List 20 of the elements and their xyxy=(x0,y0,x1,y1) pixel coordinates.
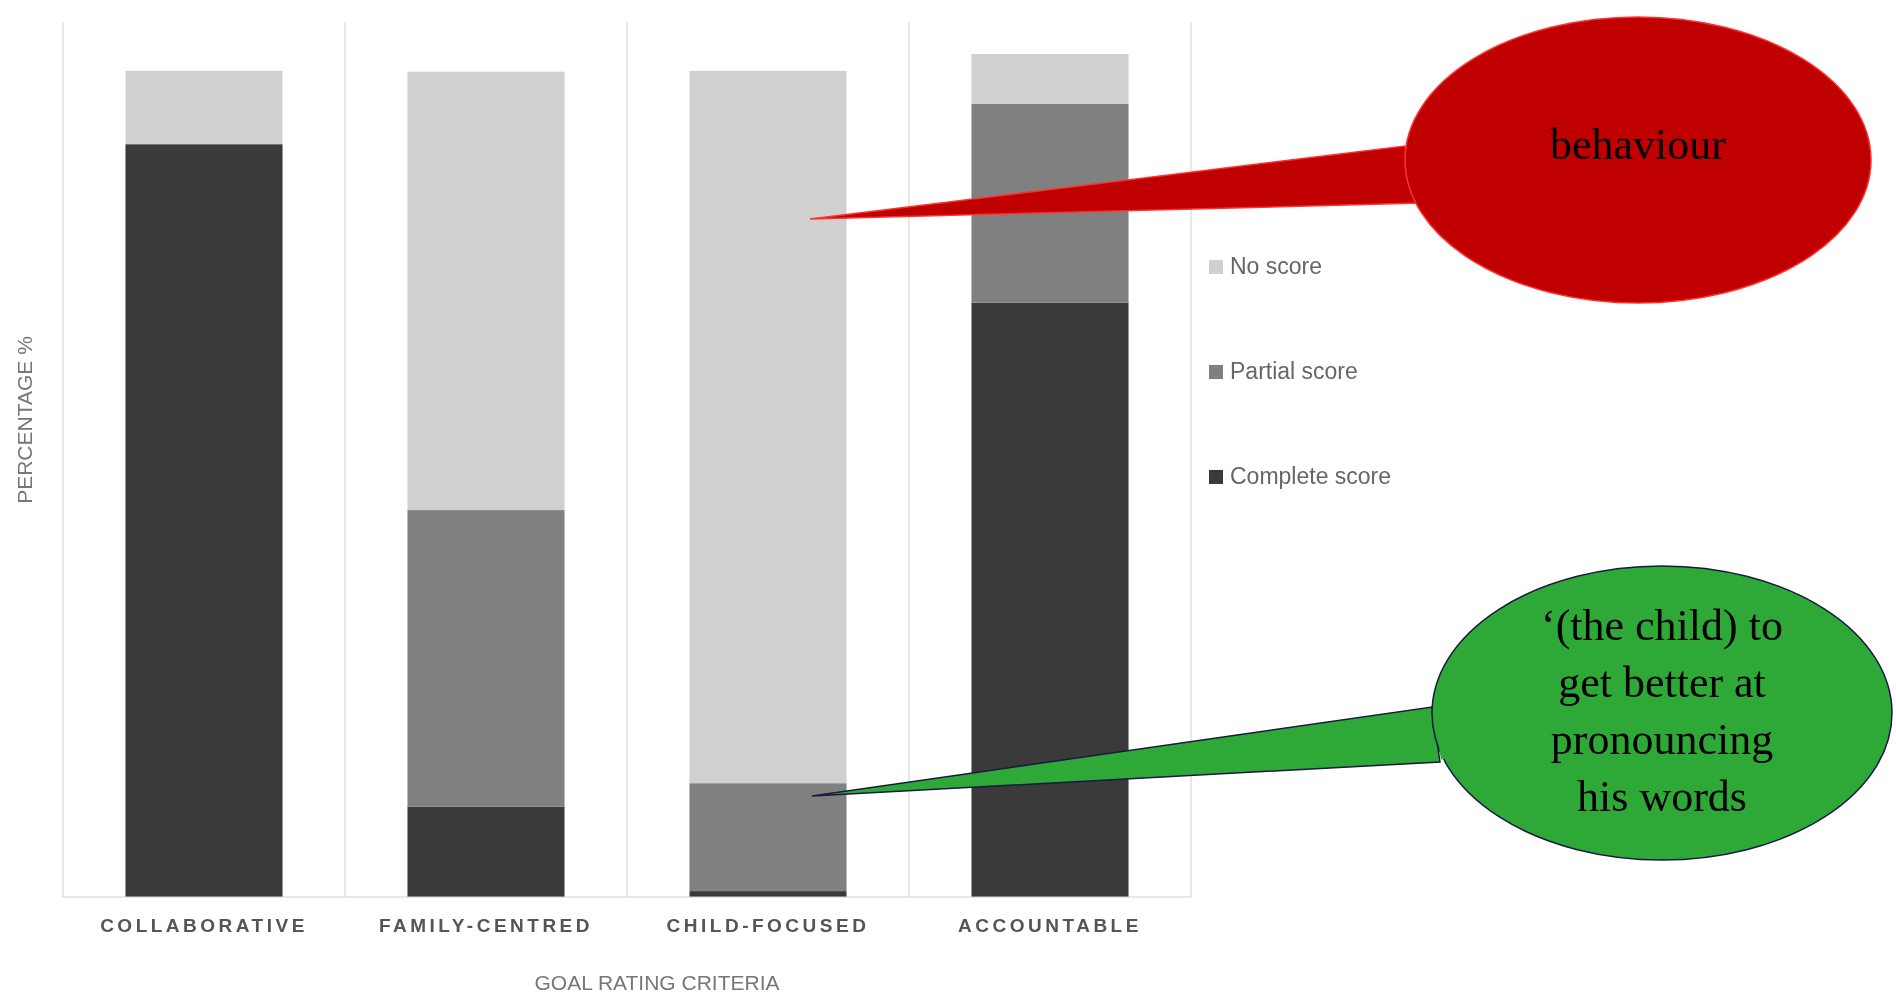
x-tick-label: CHILD-FOCUSED xyxy=(666,915,870,936)
text: behaviour xyxy=(1550,120,1727,169)
bar xyxy=(971,54,1129,104)
y-axis-title: PERCENTAGE % xyxy=(13,336,36,504)
bar xyxy=(125,144,283,897)
bar xyxy=(407,806,565,897)
legend-label: Complete score xyxy=(1230,463,1392,489)
bar xyxy=(407,71,565,511)
text: ‘(the child) to get better at pronouncing his words xyxy=(1541,600,1783,821)
legend-label: No score xyxy=(1230,253,1323,279)
x-tick-label: FAMILY-CENTRED xyxy=(378,915,594,936)
bar xyxy=(689,70,847,784)
x-axis-title: GOAL RATING CRITERIA xyxy=(534,971,780,994)
x-tick-label: ACCOUNTABLE xyxy=(958,915,1142,936)
x-tick-label: COLLABORATIVE xyxy=(100,915,308,936)
bar xyxy=(125,70,283,145)
bar xyxy=(971,302,1129,897)
legend-label: Partial score xyxy=(1230,358,1358,384)
bar xyxy=(689,783,847,892)
bar xyxy=(407,510,565,807)
